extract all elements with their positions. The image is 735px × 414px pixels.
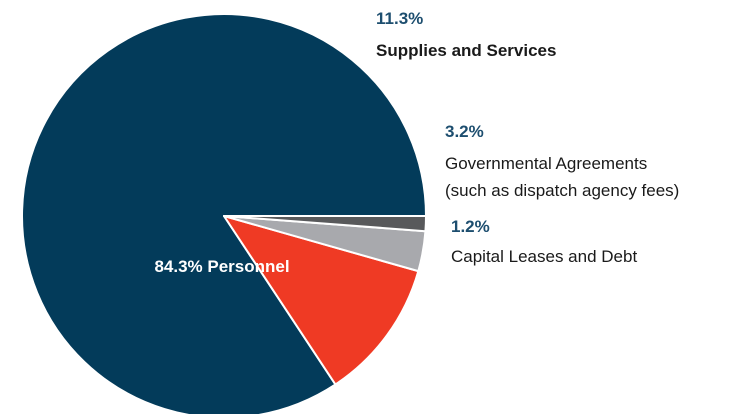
- pie-slice-personnel: [21, 12, 427, 414]
- percent-label-agreements: 3.2%: [445, 122, 484, 141]
- slice-label-personnel: 84.3% Personnel: [154, 257, 289, 276]
- slice-label-leases: Capital Leases and Debt: [451, 247, 637, 266]
- pie-slice-leases: [223, 215, 428, 233]
- slice-label-agreements-line2: (such as dispatch agency fees): [445, 181, 679, 200]
- percent-label-leases: 1.2%: [451, 217, 490, 236]
- slice-label-agreements-line1: Governmental Agreements: [445, 154, 647, 173]
- pie-slices: [21, 12, 428, 414]
- percent-label-supplies: 11.3%: [376, 9, 423, 28]
- slice-label-supplies: Supplies and Services: [376, 41, 556, 60]
